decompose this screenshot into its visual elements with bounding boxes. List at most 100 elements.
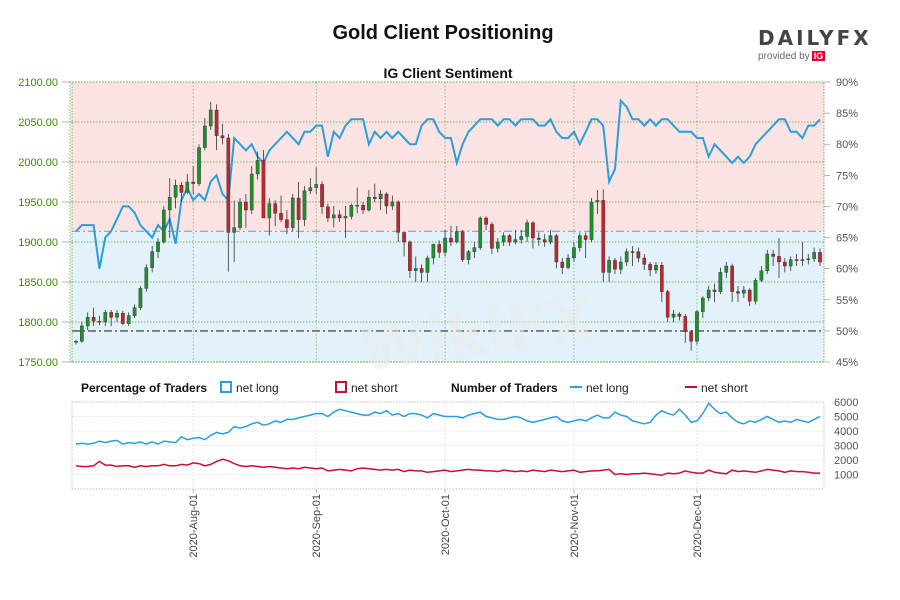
candle-body bbox=[595, 200, 600, 203]
candle-body bbox=[208, 109, 213, 127]
candle-body bbox=[431, 244, 436, 259]
candle-body bbox=[794, 259, 799, 261]
percent-tick-label: 65% bbox=[836, 233, 858, 245]
legend-net-short-box bbox=[335, 381, 347, 393]
count-tick-label: 3000 bbox=[834, 441, 858, 453]
candle-body bbox=[285, 219, 289, 228]
candle-body bbox=[443, 237, 447, 253]
candle-body bbox=[624, 251, 629, 263]
candle-body bbox=[718, 272, 723, 292]
count-tick-label: 4000 bbox=[834, 426, 858, 438]
candle-body bbox=[706, 289, 711, 299]
candle-body bbox=[103, 312, 108, 323]
candle-body bbox=[619, 261, 623, 270]
candle-body bbox=[232, 227, 236, 233]
price-tick-label: 1850.00 bbox=[18, 277, 58, 289]
candle-body bbox=[712, 289, 717, 292]
candle-body bbox=[244, 201, 248, 211]
count-tick-label: 5000 bbox=[834, 412, 858, 424]
candle-body bbox=[742, 289, 746, 294]
candle-body bbox=[367, 196, 371, 211]
candle-body bbox=[220, 135, 225, 139]
candle-body bbox=[689, 331, 693, 342]
candle-body bbox=[437, 244, 442, 253]
candle-body bbox=[267, 203, 272, 219]
candle-body bbox=[759, 270, 764, 281]
candle-body bbox=[560, 261, 565, 268]
price-tick-label: 1900.00 bbox=[18, 237, 58, 249]
candle-body bbox=[730, 265, 734, 292]
candle-body bbox=[507, 235, 512, 243]
candle-body bbox=[800, 259, 805, 261]
candle-body bbox=[419, 268, 424, 273]
candle-body bbox=[121, 313, 125, 324]
candle-body bbox=[519, 236, 524, 240]
candle-body bbox=[308, 187, 313, 192]
candle-body bbox=[290, 197, 295, 228]
date-tick-label: 2020-Dec-01 bbox=[692, 494, 704, 558]
candle-body bbox=[320, 184, 324, 207]
candle-body bbox=[173, 184, 178, 198]
candle-body bbox=[630, 251, 635, 253]
candle-body bbox=[214, 109, 219, 136]
candle-body bbox=[490, 224, 494, 249]
candle-body bbox=[132, 307, 137, 316]
legend-number-long-label: net long bbox=[586, 381, 629, 395]
candle-body bbox=[671, 313, 676, 318]
candle-body bbox=[425, 257, 430, 273]
candle-body bbox=[197, 147, 201, 184]
candle-body bbox=[238, 201, 242, 228]
candle-body bbox=[566, 257, 570, 268]
count-tick-label: 6000 bbox=[834, 397, 858, 409]
candle-body bbox=[138, 288, 143, 308]
candle-body bbox=[191, 181, 195, 184]
candle-body bbox=[296, 197, 301, 220]
candle-body bbox=[460, 231, 465, 260]
price-tick-label: 1950.00 bbox=[18, 197, 58, 209]
candle-body bbox=[542, 239, 547, 243]
legend-number-title: Number of Traders bbox=[451, 381, 558, 395]
candle-body bbox=[478, 217, 483, 248]
candle-body bbox=[642, 257, 647, 265]
candle-body bbox=[577, 235, 582, 248]
candle-body bbox=[343, 216, 348, 219]
candle-body bbox=[724, 265, 729, 273]
count-frame bbox=[71, 401, 825, 490]
price-tick-label: 2100.00 bbox=[18, 77, 58, 89]
legend-number-short-label: net short bbox=[701, 381, 748, 395]
candle-body bbox=[355, 204, 360, 207]
candle-body bbox=[695, 311, 699, 342]
candle-body bbox=[331, 214, 336, 219]
candle-body bbox=[554, 235, 559, 263]
count-tick-label: 2000 bbox=[834, 455, 858, 467]
candle-body bbox=[765, 253, 770, 271]
candle-body bbox=[753, 280, 758, 302]
candle-body bbox=[736, 291, 740, 294]
candle-body bbox=[583, 235, 588, 240]
candle-body bbox=[273, 203, 277, 214]
candle-body bbox=[683, 316, 688, 332]
candle-body bbox=[613, 260, 617, 270]
net-short-zone bbox=[72, 82, 824, 232]
candle-body bbox=[226, 137, 231, 233]
candle-body bbox=[665, 291, 670, 318]
candle-body bbox=[91, 317, 96, 322]
chart-title: Gold Client Positioning bbox=[332, 22, 554, 44]
candle-body bbox=[384, 193, 389, 207]
percent-tick-label: 50% bbox=[836, 326, 858, 338]
candle-body bbox=[413, 268, 418, 271]
candle-body bbox=[701, 297, 705, 312]
date-tick-label: 2020-Nov-01 bbox=[569, 494, 581, 558]
candle-body bbox=[513, 239, 518, 243]
candle-body bbox=[607, 260, 611, 273]
candle-body bbox=[349, 204, 354, 217]
candle-body bbox=[85, 317, 90, 327]
candle-body bbox=[408, 241, 412, 271]
price-tick-label: 2000.00 bbox=[18, 157, 58, 169]
plot-frame bbox=[71, 81, 825, 363]
candle-body bbox=[156, 241, 160, 252]
candle-body bbox=[255, 160, 260, 175]
candle-body bbox=[279, 212, 283, 220]
candle-body bbox=[654, 265, 658, 271]
candle-body bbox=[449, 237, 453, 243]
